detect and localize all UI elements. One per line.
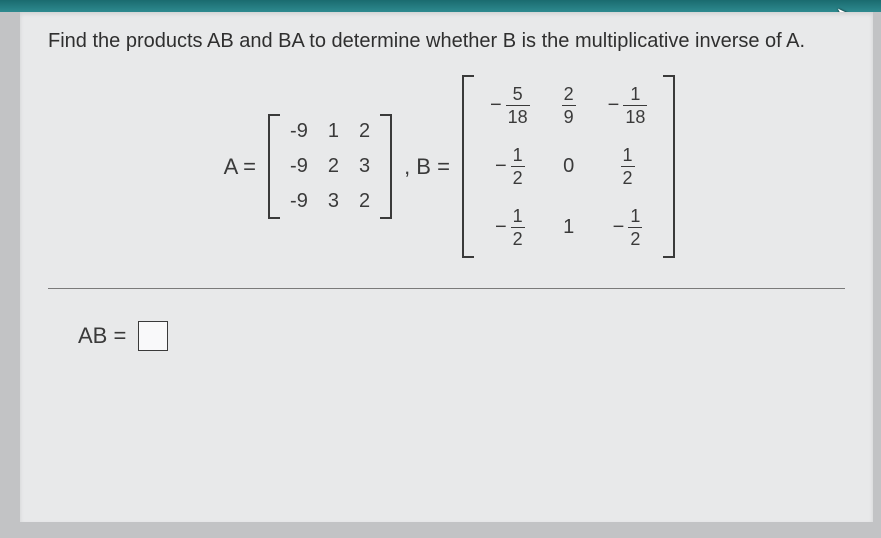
answer-input-box[interactable] (138, 321, 168, 351)
matrix-cell: 1 (318, 114, 349, 149)
matrix-cell: −12 (474, 197, 546, 258)
question-prompt: Find the products AB and BA to determine… (48, 30, 845, 53)
matrix-B-table: −51829−118−12012−121−12 (474, 75, 663, 258)
label-A-equals: A = (224, 154, 256, 180)
equation-row: A = -912-923-932 , B = −51829−118−12012−… (48, 75, 845, 258)
matrix-cell: -9 (280, 114, 318, 149)
matrix-cell: 0 (546, 136, 592, 197)
minus-sign: − (495, 216, 507, 239)
matrix-cell: −518 (474, 75, 546, 136)
fraction: 29 (562, 85, 576, 126)
matrix-cell: −118 (592, 75, 664, 136)
matrix-cell: 2 (318, 149, 349, 184)
matrix-cell: −12 (592, 197, 664, 258)
matrix-cell: −12 (474, 136, 546, 197)
bracket-left (268, 114, 280, 219)
label-AB-equals: AB = (78, 323, 126, 349)
minus-sign: − (495, 155, 507, 178)
bracket-right (380, 114, 392, 219)
fraction: 518 (506, 85, 530, 126)
fraction: 12 (511, 207, 525, 248)
window-topbar (0, 0, 881, 12)
fraction: 12 (628, 207, 642, 248)
fraction: 12 (511, 146, 525, 187)
matrix-cell: 3 (318, 184, 349, 219)
matrix-cell: 2 (349, 184, 380, 219)
minus-sign: − (490, 94, 502, 117)
minus-sign: − (613, 216, 625, 239)
label-comma-B-equals: , B = (404, 154, 450, 180)
minus-sign: − (608, 94, 620, 117)
matrix-cell: 2 (349, 114, 380, 149)
matrix-A: -912-923-932 (268, 114, 392, 219)
matrix-cell: 1 (546, 197, 592, 258)
matrix-cell: 29 (546, 75, 592, 136)
matrix-cell: -9 (280, 149, 318, 184)
matrix-cell: -9 (280, 184, 318, 219)
fraction: 118 (623, 85, 647, 126)
fraction: 12 (621, 146, 635, 187)
matrix-B: −51829−118−12012−121−12 (462, 75, 675, 258)
answer-row: AB = (78, 321, 845, 351)
matrix-cell: 12 (592, 136, 664, 197)
question-panel: Find the products AB and BA to determine… (20, 12, 873, 522)
bracket-right (663, 75, 675, 258)
bracket-left (462, 75, 474, 258)
matrix-A-table: -912-923-932 (280, 114, 380, 219)
matrix-cell: 3 (349, 149, 380, 184)
section-divider (48, 288, 845, 289)
